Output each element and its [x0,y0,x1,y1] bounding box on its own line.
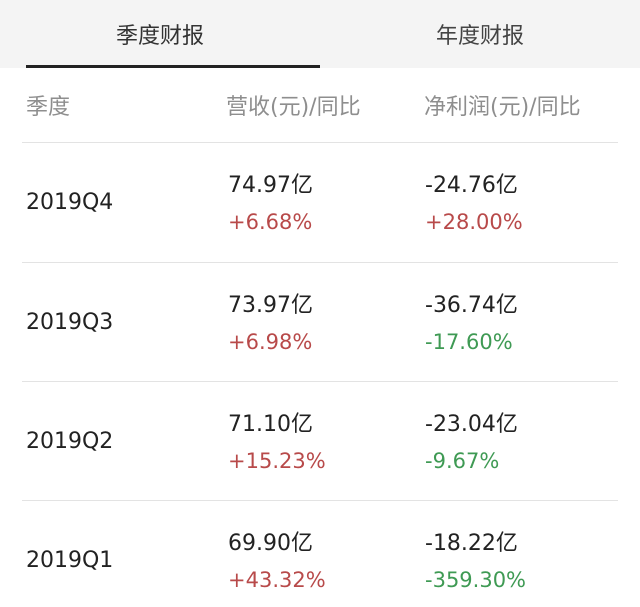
table-row[interactable]: 2019Q4 74.97亿 +6.68% -24.76亿 +28.00% [0,143,640,262]
tab-quarterly-report[interactable]: 季度财报 [0,0,320,68]
row-revenue-yoy: +6.68% [228,210,313,234]
row-revenue: 69.90亿 [228,531,313,556]
tab-annual-report[interactable]: 年度财报 [320,0,640,68]
row-net-profit-yoy: +28.00% [425,210,523,234]
row-revenue: 74.97亿 [228,173,313,198]
header-period: 季度 [26,95,71,120]
report-tabs: 季度财报 年度财报 [0,0,640,68]
row-revenue-yoy: +15.23% [228,449,326,473]
tab-quarterly-label: 季度财报 [115,24,204,49]
row-net-profit: -36.74亿 [425,293,518,318]
divider [22,381,618,382]
header-revenue: 营收(元)/同比 [226,95,361,120]
header-net-profit: 净利润(元)/同比 [424,95,581,120]
row-revenue-yoy: +43.32% [228,568,326,592]
row-revenue-yoy: +6.98% [228,330,313,354]
tab-annual-label: 年度财报 [435,24,524,49]
table-row[interactable]: 2019Q2 71.10亿 +15.23% -23.04亿 -9.67% [0,382,640,501]
row-net-profit: -24.76亿 [425,173,518,198]
row-net-profit: -23.04亿 [425,412,518,437]
divider [22,500,618,501]
row-period: 2019Q1 [26,548,114,573]
row-period: 2019Q4 [26,190,114,215]
row-net-profit-yoy: -9.67% [425,449,500,473]
row-net-profit: -18.22亿 [425,531,518,556]
row-net-profit-yoy: -359.30% [425,568,527,592]
table-header: 季度 营收(元)/同比 净利润(元)/同比 [0,68,640,142]
row-revenue: 71.10亿 [228,412,313,437]
divider [22,142,618,143]
table-row[interactable]: 2019Q3 73.97亿 +6.98% -36.74亿 -17.60% [0,263,640,382]
row-revenue: 73.97亿 [228,293,313,318]
row-net-profit-yoy: -17.60% [425,330,513,354]
row-period: 2019Q3 [26,310,114,335]
row-period: 2019Q2 [26,429,114,454]
active-tab-indicator [26,65,320,68]
divider [22,262,618,263]
table-row[interactable]: 2019Q1 69.90亿 +43.32% -18.22亿 -359.30% [0,501,640,607]
